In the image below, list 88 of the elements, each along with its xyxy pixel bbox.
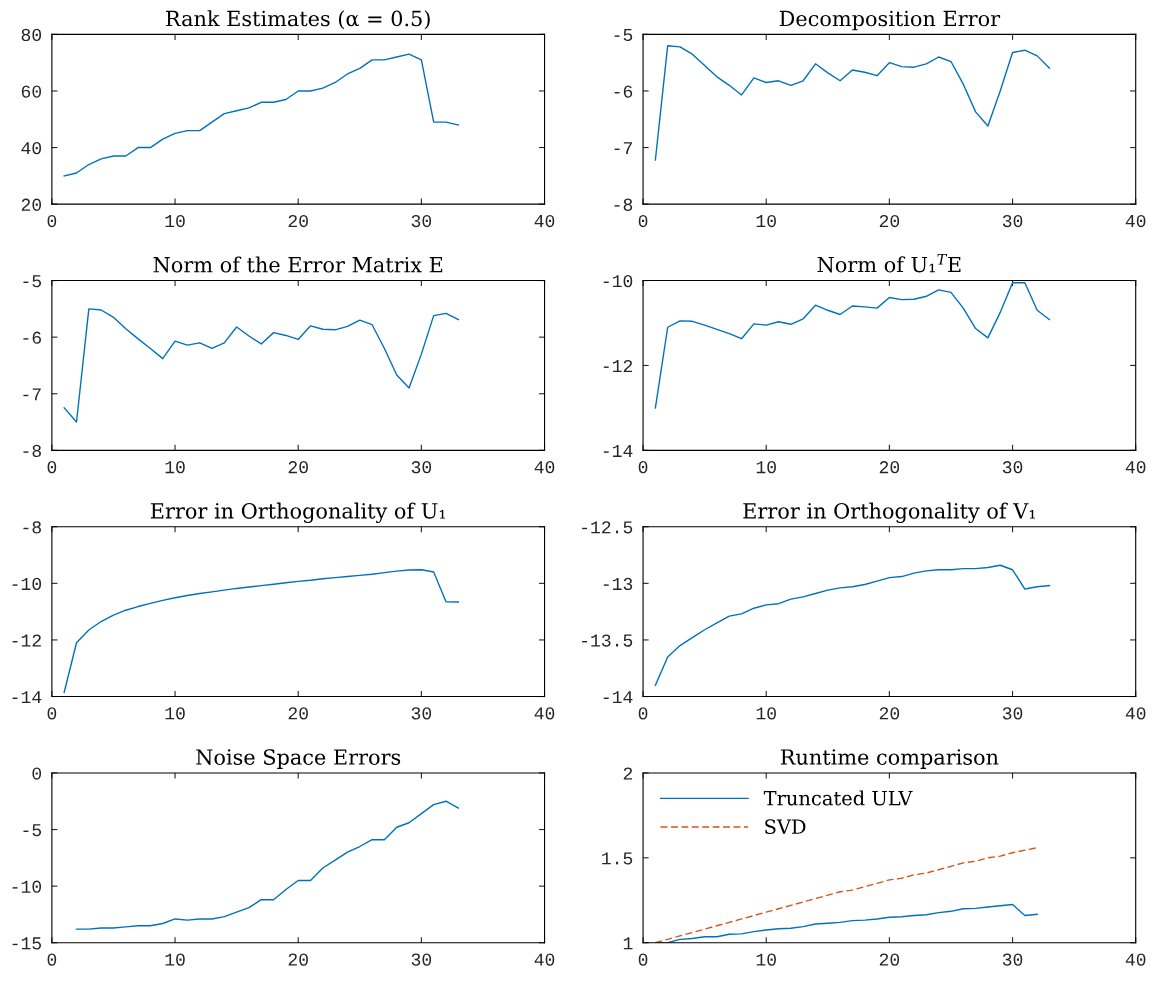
y-tick-label: 1 xyxy=(623,937,633,950)
x-tick-label: 0 xyxy=(638,461,648,474)
y-tick-label: -8 xyxy=(23,444,41,458)
chart-title: Error in Orthogonality of V₁ xyxy=(743,502,1035,524)
x-tick-label: 10 xyxy=(756,214,776,228)
x-tick-label: 20 xyxy=(288,214,308,228)
x-tick-label: 20 xyxy=(879,953,900,966)
line-series xyxy=(63,308,460,423)
x-tick-label: 30 xyxy=(1002,953,1023,966)
y-tick-label: -12.5 xyxy=(582,521,633,534)
x-tick-label: 10 xyxy=(165,214,185,228)
x-tick-label: 0 xyxy=(638,214,648,228)
y-tick-label: 2 xyxy=(623,767,633,780)
x-tick-label: 40 xyxy=(534,707,555,720)
line-series xyxy=(75,800,460,930)
line-series xyxy=(63,569,460,693)
legend-label: SVD xyxy=(765,819,806,835)
x-tick-label: 30 xyxy=(1002,214,1023,228)
y-tick-label: -14 xyxy=(603,691,633,704)
x-tick-label: 30 xyxy=(411,953,432,966)
x-tick-label: 40 xyxy=(1125,214,1146,228)
y-tick-label: -5 xyxy=(614,29,633,42)
x-tick-label: 20 xyxy=(879,461,900,474)
y-tick-label: -5 xyxy=(23,275,42,288)
x-tick-label: 10 xyxy=(756,707,776,720)
y-tick-label: 80 xyxy=(21,28,42,42)
legend-label: Truncated ULV xyxy=(763,790,913,806)
x-tick-label: 0 xyxy=(47,953,57,966)
y-tick-label: -7 xyxy=(614,142,632,155)
y-tick-label: -10 xyxy=(12,577,42,591)
x-tick-label: 30 xyxy=(411,461,432,474)
line-series xyxy=(654,564,1051,686)
y-tick-label: -10 xyxy=(12,880,42,893)
y-tick-label: -5 xyxy=(23,824,42,837)
chart-title: Rank Estimates (α = 0.5) xyxy=(166,10,430,30)
x-tick-label: 40 xyxy=(1125,707,1146,720)
y-tick-label: 0 xyxy=(32,767,42,780)
x-tick-label: 10 xyxy=(165,461,185,474)
chart-title: Error in Orthogonality of U₁ xyxy=(150,502,446,524)
y-tick-label: -7 xyxy=(23,388,41,401)
chart-title: Norm of U₁$^{T}$E xyxy=(817,253,961,273)
x-tick-label: 30 xyxy=(411,707,432,720)
chart-title: Decomposition Error xyxy=(779,10,1001,31)
x-tick-label: 0 xyxy=(638,953,648,966)
y-tick-label: 20 xyxy=(21,198,42,211)
x-tick-label: 30 xyxy=(411,214,432,228)
x-tick-label: 20 xyxy=(879,707,900,720)
x-tick-label: 40 xyxy=(534,214,555,228)
x-tick-label: 0 xyxy=(47,214,57,228)
x-tick-label: 40 xyxy=(1125,953,1146,966)
y-tick-label: 1.5 xyxy=(602,852,633,865)
x-tick-label: 20 xyxy=(288,707,308,720)
x-tick-label: 10 xyxy=(165,953,185,966)
x-tick-label: 20 xyxy=(879,214,900,228)
y-tick-label: -8 xyxy=(23,521,41,534)
x-tick-label: 0 xyxy=(47,707,57,720)
x-tick-label: 30 xyxy=(1002,707,1023,720)
line-series xyxy=(63,53,460,177)
x-tick-label: 10 xyxy=(165,707,185,720)
x-tick-label: 40 xyxy=(534,461,555,474)
x-tick-label: 20 xyxy=(288,461,308,474)
y-tick-label: -12 xyxy=(603,359,633,372)
x-tick-label: 10 xyxy=(756,461,776,474)
chart-title: Runtime comparison xyxy=(780,749,999,769)
x-tick-label: 40 xyxy=(534,953,555,966)
y-tick-label: -12 xyxy=(12,634,41,647)
y-tick-label: -14 xyxy=(12,691,42,704)
x-tick-label: 0 xyxy=(47,461,57,474)
y-tick-label: -13.5 xyxy=(582,634,633,647)
line-series xyxy=(654,846,1038,943)
chart-title: Noise Space Errors xyxy=(196,749,401,769)
line-series xyxy=(654,44,1051,161)
line-series xyxy=(654,281,1051,409)
x-tick-label: 20 xyxy=(288,953,308,966)
y-tick-label: -6 xyxy=(614,85,633,98)
y-tick-label: -14 xyxy=(603,444,633,457)
y-tick-label: -8 xyxy=(614,198,633,211)
y-tick-label: 60 xyxy=(21,85,42,98)
x-tick-label: 40 xyxy=(1125,461,1146,474)
y-tick-label: -6 xyxy=(23,331,41,344)
chart-title: Norm of the Error Matrix E xyxy=(153,256,443,273)
y-tick-label: -15 xyxy=(12,937,42,950)
x-tick-label: 10 xyxy=(756,953,776,966)
y-tick-label: -10 xyxy=(603,275,633,288)
x-tick-label: 30 xyxy=(1002,461,1023,474)
y-tick-label: 40 xyxy=(21,142,42,155)
x-tick-label: 0 xyxy=(638,707,648,720)
y-tick-label: -13 xyxy=(603,577,633,591)
